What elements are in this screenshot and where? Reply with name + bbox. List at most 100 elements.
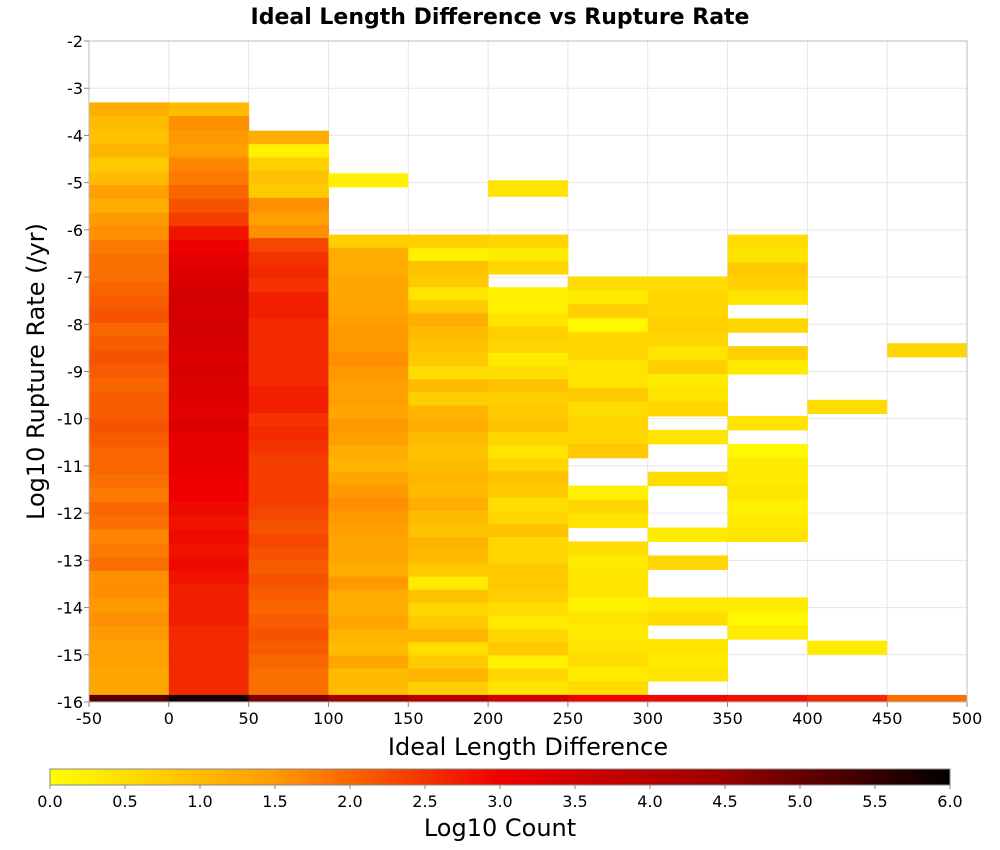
heatmap-cell: [248, 238, 329, 253]
heatmap-cell: [488, 458, 569, 472]
heatmap-cell: [328, 339, 409, 354]
heatmap-cell: [488, 260, 569, 275]
heatmap-cell: [328, 484, 409, 499]
heatmap-cell: [89, 226, 170, 241]
heatmap-cell: [89, 474, 170, 489]
heatmap-cell: [248, 144, 329, 159]
heatmap-cell: [89, 681, 170, 696]
y-tick-label: -9: [67, 363, 83, 382]
colorbar-tick-label: 3.0: [487, 792, 512, 811]
heatmap-cell: [168, 612, 250, 627]
x-tick-label: 400: [792, 709, 823, 728]
heatmap-cell: [488, 392, 569, 407]
heatmap-cell: [89, 171, 170, 186]
heatmap-cell: [488, 431, 569, 446]
heatmap-cell: [168, 377, 250, 393]
heatmap-cell: [248, 412, 329, 427]
heatmap-cell: [408, 589, 489, 604]
heatmap-cell: [567, 611, 649, 626]
colorbar-tick-label: 2.5: [412, 792, 437, 811]
heatmap-cell: [89, 488, 170, 503]
heatmap-cell: [567, 597, 649, 612]
heatmap-cell: [328, 287, 409, 301]
heatmap-cell: [168, 488, 250, 503]
heatmap-cell-bottom: [807, 694, 888, 702]
x-tick-label: 450: [872, 709, 903, 728]
heatmap-cell: [89, 198, 170, 214]
heatmap-cell: [248, 547, 329, 562]
x-axis-ticks: -50 0 50 100 150 200 250 300 350 400 450 500: [76, 702, 982, 728]
heatmap-cell: [647, 304, 729, 319]
heatmap-cell: [248, 574, 329, 588]
heatmap-cell: [408, 458, 489, 472]
heatmap-cell: [567, 555, 649, 570]
heatmap-cell: [248, 654, 329, 669]
heatmap-cell: [168, 116, 250, 131]
heatmap-cell: [248, 197, 329, 212]
heatmap-cell: [567, 318, 649, 333]
y-tick-label: -11: [57, 457, 83, 476]
heatmap-cell: [488, 326, 569, 341]
heatmap-cell: [727, 471, 808, 487]
heatmap-cell: [328, 510, 409, 525]
heatmap-cell: [647, 346, 729, 361]
heatmap-cell: [488, 550, 569, 564]
heatmap-cell: [727, 513, 808, 529]
heatmap-cell: [89, 185, 170, 200]
heatmap-cell: [488, 510, 569, 525]
heatmap-cell: [488, 445, 569, 459]
colorbar-tick-label: 3.5: [562, 792, 587, 811]
heatmap-cell: [488, 234, 569, 249]
colorbar: [49, 768, 951, 786]
heatmap-cell: [328, 392, 409, 407]
heatmap-cell: [168, 391, 250, 407]
heatmap-cell-bottom: [89, 694, 170, 702]
heatmap-cell: [89, 501, 170, 517]
heatmap-cell: [328, 431, 409, 446]
heatmap-cell: [168, 253, 250, 269]
heatmap-cell: [488, 287, 569, 301]
heatmap-cell: [168, 460, 250, 475]
heatmap-cell: [647, 360, 729, 375]
heatmap-cell: [567, 485, 649, 501]
heatmap-cell: [248, 278, 329, 293]
heatmap-cell: [168, 281, 250, 296]
heatmap-cell: [248, 493, 329, 508]
colorbar-tick-label: 5.0: [787, 792, 812, 811]
heatmap-cell: [727, 611, 808, 626]
heatmap-cell: [328, 445, 409, 459]
heatmap-cell: [89, 281, 170, 296]
heatmap-cell: [647, 318, 729, 333]
colorbar-tick-label: 5.5: [862, 792, 887, 811]
heatmap-cell: [488, 366, 569, 380]
heatmap-cell: [168, 681, 250, 696]
heatmap-cell: [89, 322, 170, 338]
x-tick-label: 350: [712, 709, 743, 728]
heatmap-cell: [168, 309, 250, 324]
y-tick-label: -2: [67, 32, 83, 51]
heatmap-cell: [89, 116, 170, 131]
x-tick-label: 200: [473, 709, 504, 728]
heatmap-cell: [488, 313, 569, 328]
heatmap-cells: [89, 102, 968, 702]
heatmap-cell: [408, 313, 489, 328]
heatmap-cell: [89, 129, 170, 145]
heatmap-cell: [488, 379, 569, 393]
heatmap-cell: [887, 343, 967, 358]
x-tick-label: -50: [76, 709, 102, 728]
heatmap-cell: [328, 668, 409, 683]
heatmap-cell: [89, 377, 170, 393]
x-tick-label: 100: [313, 709, 344, 728]
heatmap-cell: [89, 570, 170, 586]
heatmap-cell: [168, 267, 250, 283]
heatmap-cell: [328, 313, 409, 328]
heatmap-cell: [89, 460, 170, 475]
heatmap-cell: [248, 184, 329, 199]
colorbar-tick-label: 4.5: [712, 792, 737, 811]
x-tick-label: 50: [238, 709, 258, 728]
heatmap-cell: [567, 415, 649, 431]
heatmap-cell: [488, 180, 568, 197]
heatmap-cell: [488, 247, 569, 262]
heatmap-cell: [488, 418, 569, 433]
heatmap-cell: [328, 576, 409, 591]
